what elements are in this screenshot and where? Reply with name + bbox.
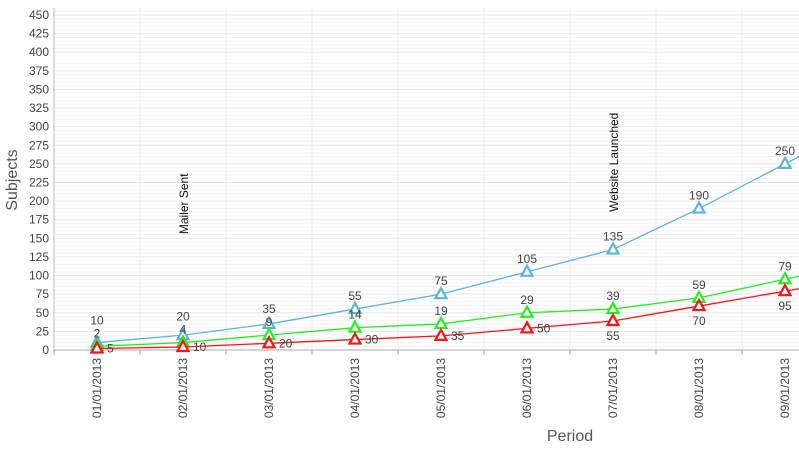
x-tick-label: 01/01/2013: [90, 358, 104, 418]
data-point-marker-red: [777, 282, 793, 297]
y-tick-label: 375: [29, 64, 49, 78]
y-tick-label: 250: [29, 157, 49, 171]
data-label-green: 2: [94, 326, 101, 340]
data-label-blue: 75: [434, 274, 448, 288]
data-label-blue: 250: [775, 144, 795, 158]
data-label-green: 14: [348, 308, 362, 322]
data-label-red: 50: [537, 321, 551, 335]
y-tick-label: 25: [36, 324, 50, 338]
y-tick-label: 300: [29, 120, 49, 134]
x-tick-label: 08/01/2013: [692, 358, 706, 418]
x-tick-label: 02/01/2013: [176, 358, 190, 418]
y-tick-label: 0: [42, 343, 49, 357]
annotation-label: Mailer Sent: [177, 173, 191, 234]
data-point-marker-green: [433, 315, 449, 330]
data-point-marker-red: [691, 297, 707, 312]
data-point-marker-red: [175, 338, 191, 353]
data-point-marker-red: [347, 331, 363, 345]
data-label-red: 20: [279, 336, 293, 350]
series-line-red: [96, 288, 799, 350]
data-label-blue: 20: [176, 310, 190, 324]
x-tick-label: 05/01/2013: [434, 358, 448, 418]
y-tick-label: 275: [29, 138, 49, 152]
y-tick-label: 175: [29, 213, 49, 227]
data-point-marker-blue: [605, 241, 621, 255]
data-label-green: 29: [520, 293, 534, 307]
data-label-green: 4: [180, 323, 187, 337]
data-label-green: 59: [692, 278, 706, 292]
y-tick-label: 100: [29, 269, 49, 283]
y-axis-title: Subjects: [4, 149, 21, 210]
data-label-blue: 105: [517, 252, 537, 266]
y-tick-label: 150: [29, 231, 49, 245]
axes: 0255075100125150175200225250275300325350…: [29, 8, 799, 418]
data-point-marker-red: [433, 327, 449, 341]
y-tick-label: 125: [29, 250, 49, 264]
series-line-green: [96, 275, 799, 347]
data-point-marker-blue: [691, 200, 707, 214]
data-label-blue: 135: [603, 230, 623, 244]
y-tick-label: 200: [29, 194, 49, 208]
data-label-red: 35: [451, 329, 465, 343]
data-label-blue: 55: [348, 289, 362, 303]
data-label-blue: 10: [90, 313, 104, 327]
grid: [53, 8, 799, 351]
data-label-green: 19: [434, 304, 448, 318]
data-label-blue: 35: [262, 302, 276, 316]
y-tick-label: 450: [29, 8, 49, 22]
y-tick-label: 425: [29, 27, 49, 41]
data-point-marker-green: [605, 300, 621, 315]
data-label-red: 10: [193, 340, 207, 354]
y-tick-label: 350: [29, 82, 49, 96]
data-point-marker-green: [777, 270, 793, 285]
data-point-marker-red: [89, 340, 105, 354]
data-label-red: 95: [778, 299, 792, 313]
data-point-marker-blue: [347, 300, 363, 315]
series-group: 5210104202093530145535197550291055539135…: [89, 144, 799, 356]
data-label-red: 30: [365, 333, 379, 347]
y-tick-label: 75: [36, 287, 50, 301]
x-tick-label: 03/01/2013: [262, 358, 276, 418]
annotation-label: Website Launched: [607, 113, 621, 212]
annotations: Mailer Sent Website Launched: [177, 113, 621, 235]
data-point-marker-green: [519, 304, 535, 318]
data-point-marker-blue: [433, 285, 449, 300]
data-label-green: 79: [778, 259, 792, 273]
series-line-blue: [96, 156, 799, 344]
data-point-marker-blue: [519, 263, 535, 277]
data-label-red: 70: [692, 314, 706, 328]
y-tick-label: 225: [29, 176, 49, 190]
data-point-marker-red: [519, 320, 535, 334]
x-axis-title: Period: [547, 428, 593, 445]
y-tick-label: 400: [29, 45, 49, 59]
y-tick-label: 50: [36, 306, 50, 320]
data-point-marker-green: [347, 319, 363, 333]
x-tick-label: 07/01/2013: [606, 358, 620, 418]
x-tick-label: 09/01/2013: [778, 358, 792, 418]
data-label-red: 5: [107, 342, 114, 356]
data-label-green: 9: [266, 315, 273, 329]
data-point-marker-blue: [777, 155, 793, 169]
data-point-marker-red: [261, 335, 277, 349]
x-tick-label: 06/01/2013: [520, 358, 534, 418]
data-point-marker-red: [605, 312, 621, 327]
data-label-blue: 190: [689, 189, 709, 203]
data-label-red: 55: [606, 329, 620, 343]
x-tick-label: 04/01/2013: [348, 358, 362, 418]
y-tick-label: 325: [29, 101, 49, 115]
data-label-green: 39: [606, 289, 620, 303]
